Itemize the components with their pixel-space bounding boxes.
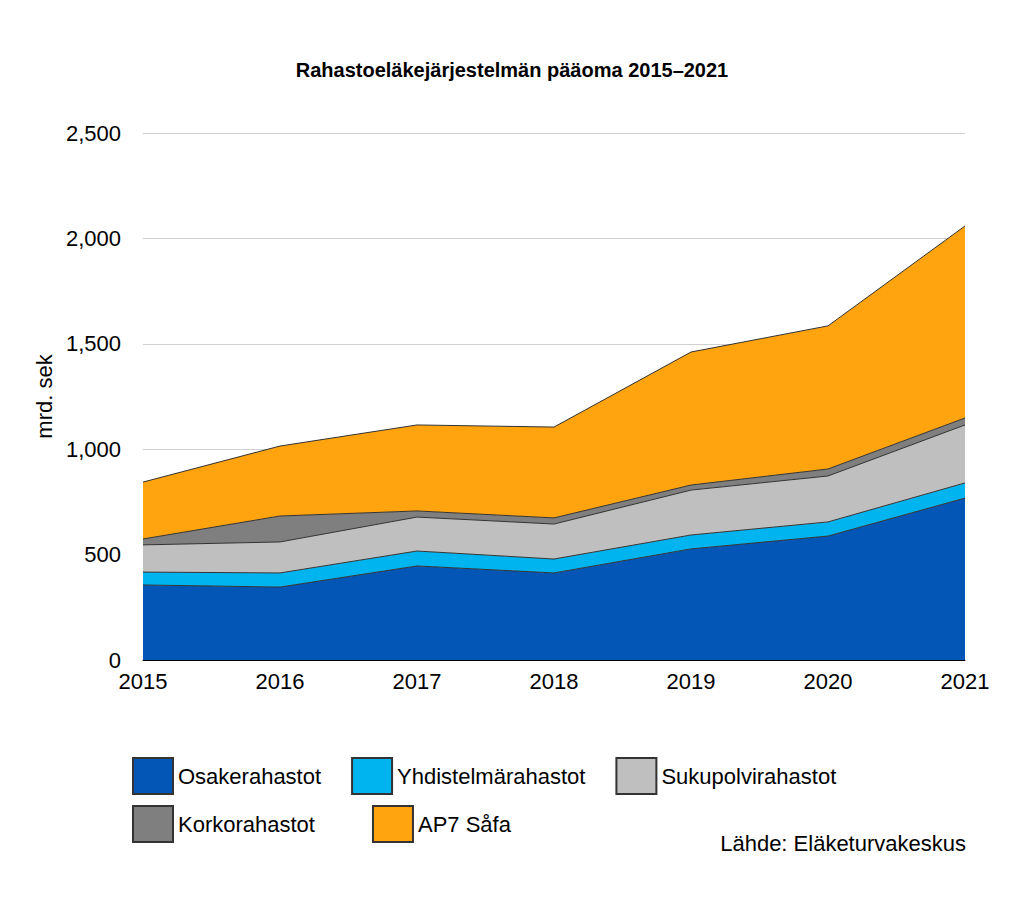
svg-text:Yhdistelmärahastot: Yhdistelmärahastot [397, 764, 585, 789]
svg-text:AP7 Såfa: AP7 Såfa [418, 812, 512, 837]
svg-text:Lähde: Eläketurvakeskus: Lähde: Eläketurvakeskus [720, 831, 966, 856]
svg-text:2020: 2020 [804, 669, 853, 694]
svg-text:1,000: 1,000 [66, 437, 121, 462]
svg-text:500: 500 [84, 542, 121, 567]
svg-text:0: 0 [108, 647, 121, 673]
svg-text:2,500: 2,500 [66, 121, 121, 146]
svg-text:2021: 2021 [941, 669, 990, 694]
svg-text:Osakerahastot: Osakerahastot [178, 764, 321, 789]
svg-text:Sukupolvirahastot: Sukupolvirahastot [661, 764, 836, 789]
svg-text:2018: 2018 [530, 669, 579, 694]
svg-text:2017: 2017 [393, 669, 442, 694]
svg-text:1,500: 1,500 [66, 331, 121, 356]
svg-text:2,000: 2,000 [66, 226, 121, 251]
svg-text:Korkorahastot: Korkorahastot [178, 812, 315, 837]
svg-text:mrd. sek: mrd. sek [32, 353, 57, 438]
svg-text:2015: 2015 [119, 669, 168, 694]
svg-text:Rahastoeläkejärjestelmän pääom: Rahastoeläkejärjestelmän pääoma 2015–202… [296, 59, 729, 81]
svg-text:2016: 2016 [256, 669, 305, 694]
svg-text:2019: 2019 [667, 669, 716, 694]
